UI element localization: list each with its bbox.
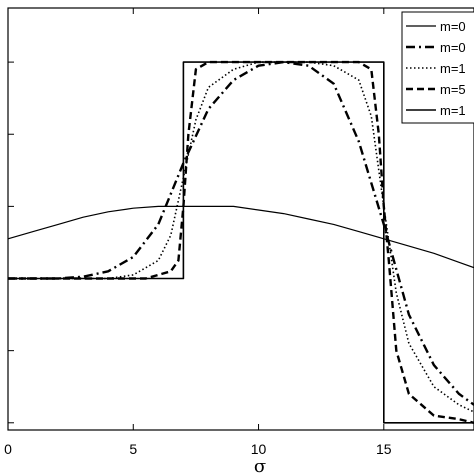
series-line-5 (8, 61, 474, 424)
series-line-2 (8, 60, 474, 406)
legend: m=0 m=0 m=1 m=5 m=1 (401, 11, 474, 124)
axes: 0 5 10 15 (4, 7, 474, 457)
x-tick-label: 10 (251, 441, 267, 457)
x-tick-label: 5 (129, 441, 137, 457)
legend-entry: m=1 (440, 103, 466, 118)
x-tick-label: 0 (4, 441, 12, 457)
plot-area (7, 60, 474, 424)
legend-entry: m=0 (440, 40, 466, 55)
x-tick-label: 15 (376, 441, 392, 457)
series-line-1 (7, 205, 474, 269)
plot-frame (7, 7, 474, 431)
x-axis-label: σ (254, 456, 266, 474)
legend-entry: m=1 (440, 61, 466, 76)
legend-entry: m=0 (440, 19, 466, 34)
legend-entry: m=5 (440, 82, 466, 97)
